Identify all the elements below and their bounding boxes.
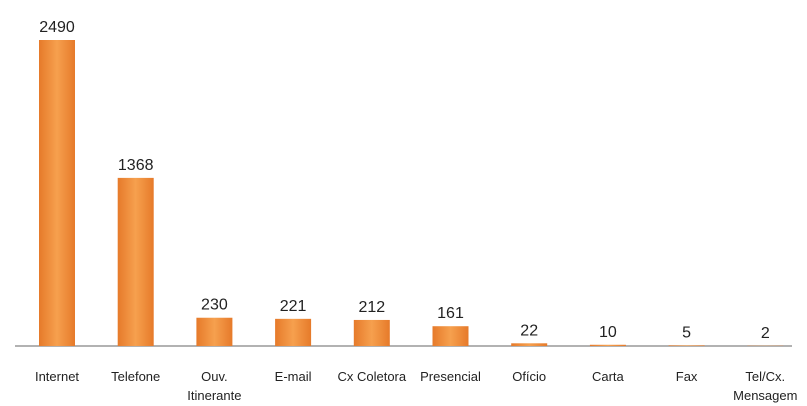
value-label: 230 <box>201 297 228 314</box>
value-label: 212 <box>358 299 385 316</box>
bar <box>432 326 469 346</box>
x-tick-label: Fax <box>675 369 698 384</box>
value-label: 221 <box>280 298 307 315</box>
bar <box>275 318 312 346</box>
x-tick-label: Tel/Cx. Mensagem <box>733 369 798 403</box>
x-tick-label: Internet <box>34 369 80 384</box>
bar <box>196 317 233 346</box>
x-tick-label: Cx Coletora <box>337 369 407 384</box>
value-label: 2490 <box>39 19 75 36</box>
bar <box>668 345 705 346</box>
bar <box>117 177 154 346</box>
x-tick-label: Ofício <box>512 369 547 384</box>
value-label: 2 <box>761 325 770 342</box>
x-tick-label: Telefone <box>111 369 161 384</box>
value-label: 22 <box>520 322 538 339</box>
value-label: 5 <box>682 324 691 341</box>
bar <box>39 40 75 346</box>
x-tick-label: E-mail <box>274 369 312 384</box>
bar <box>511 343 548 346</box>
value-label: 10 <box>599 324 617 341</box>
bar <box>589 344 626 346</box>
value-label: 1368 <box>118 157 154 174</box>
x-tick-label: Presencial <box>420 369 481 384</box>
bar <box>353 319 390 346</box>
x-tick-label: Carta <box>591 369 624 384</box>
value-label: 161 <box>437 305 464 322</box>
x-tick-label: Ouv. Itinerante <box>187 369 242 403</box>
